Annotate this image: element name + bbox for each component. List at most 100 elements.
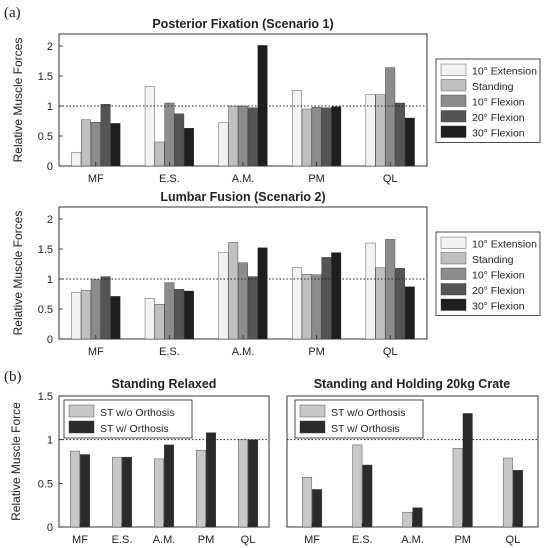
bar-pm-series1 [452,448,463,528]
y-tick-label: 0.5 [38,131,53,143]
bar-pm-series1 [196,449,206,528]
legend-label: Standing [472,254,514,266]
y-tick-label: 1 [47,435,53,447]
y-tick-label: 0 [47,522,53,534]
x-tick-label: QL [383,173,398,185]
bar-ql-series3 [385,67,396,167]
bar-am-series2 [412,507,423,528]
legend-swatch [440,94,467,107]
y-tick-label: 1.5 [38,391,53,403]
bar-am-series2 [228,242,239,340]
x-tick-label: PM [198,534,215,546]
legend-swatch [440,125,467,138]
y-axis-label: Relative Muscle Forces [11,211,25,336]
bar-mf-series1 [302,477,313,528]
x-tick-label: E.S. [112,534,133,546]
y-tick-label: 0 [47,334,53,346]
chart-title: Lumbar Fusion (Scenario 2) [160,190,325,204]
legend-swatch [440,252,467,265]
bar-mf-series4 [100,103,111,167]
bar-mf-series2 [81,119,91,167]
bar-mf-series5 [110,123,121,167]
y-tick-label: 2 [47,41,53,53]
bar-ql-series2 [375,267,386,340]
x-tick-label: A.M. [401,534,424,546]
bar-am-series1 [154,458,164,528]
legend-swatch [440,79,467,92]
legend-label: 30° Flexion [472,128,525,140]
legend-label: Standing [472,81,514,93]
bar-am-series1 [218,122,229,167]
legend-swatch [440,63,467,76]
bar-es-series1 [144,86,155,167]
bar-ql-series1 [238,439,248,528]
x-tick-label: E.S. [352,534,373,546]
legend-label: 20° Flexion [472,112,525,124]
legend-label: 20° Flexion [472,285,525,297]
x-tick-label: A.M. [232,346,255,358]
bar-pm-series5 [331,252,342,340]
legend-label: 10° Extension [472,239,537,251]
legend-label: 30° Flexion [472,301,525,313]
bar-es-series2 [122,456,132,528]
chart-2: Lumbar Fusion (Scenario 2) 0 0.5 1 1.5 2 Relat… [11,190,541,358]
bar-ql-series3 [385,239,396,340]
bar-pm-series2 [462,413,473,528]
bar-mf-series2 [312,489,323,528]
bar-am-series4 [247,276,258,340]
chart-title: Posterior Fixation (Scenario 1) [152,17,333,31]
bar-ql-series1 [365,242,376,340]
chart-3: Standing Relaxed 0 0.5 1 1.5 Relative Muscle … [9,377,270,546]
x-tick-label: QL [241,534,256,546]
bar-pm-series3 [311,106,322,167]
chart-title: Standing Relaxed [112,377,217,391]
bar-pm-series2 [301,274,312,340]
bar-am-series2 [164,444,174,528]
bar-am-series3 [238,105,248,167]
chart-4: Standing and Holding 20kg Crate MF E.S. A.M… [286,377,539,546]
bar-ql-series2 [375,94,386,167]
x-tick-label: PM [308,173,325,185]
bar-es-series1 [112,456,122,528]
bar-pm-series5 [331,106,342,167]
y-tick-label: 1.5 [38,71,53,83]
y-tick-label: 0.5 [38,478,53,490]
x-tick-label: QL [506,534,521,546]
y-tick-label: 0.5 [38,304,53,316]
x-tick-label: PM [454,534,471,546]
bar-es-series3 [164,282,175,340]
bar-pm-series1 [292,267,302,340]
x-tick-label: MF [72,534,88,546]
x-tick-label: MF [304,534,320,546]
bar-ql-series1 [502,457,513,528]
bar-mf-series1 [71,151,82,167]
x-tick-label: MF [88,346,104,358]
bar-es-series1 [144,298,155,340]
x-tick-label: E.S. [159,346,180,358]
bar-ql-series2 [512,470,523,528]
legend-label: 10° Flexion [472,97,525,109]
y-tick-label: 1 [47,101,53,113]
bar-es-series3 [164,102,175,167]
legend-swatch [440,267,467,280]
legend-label: 10° Flexion [472,270,525,282]
bar-mf-series1 [71,292,82,340]
bar-am-series1 [402,511,413,528]
x-tick-label: MF [88,173,104,185]
bar-es-series4 [174,289,185,340]
bar-ql-series2 [248,439,258,528]
bar-ql-series5 [404,286,415,340]
bar-mf-series4 [100,276,111,340]
y-tick-label: 2 [47,214,53,226]
bar-ql-series5 [404,117,415,167]
x-tick-label: A.M. [153,534,176,546]
bar-pm-series3 [311,274,322,340]
y-tick-label: 1 [47,274,53,286]
bar-es-series4 [174,113,185,167]
bar-am-series2 [228,105,239,167]
legend-swatch [299,420,326,434]
bar-es-series5 [184,127,194,167]
bar-ql-series4 [395,268,405,340]
y-tick-label: 1.5 [38,244,53,256]
